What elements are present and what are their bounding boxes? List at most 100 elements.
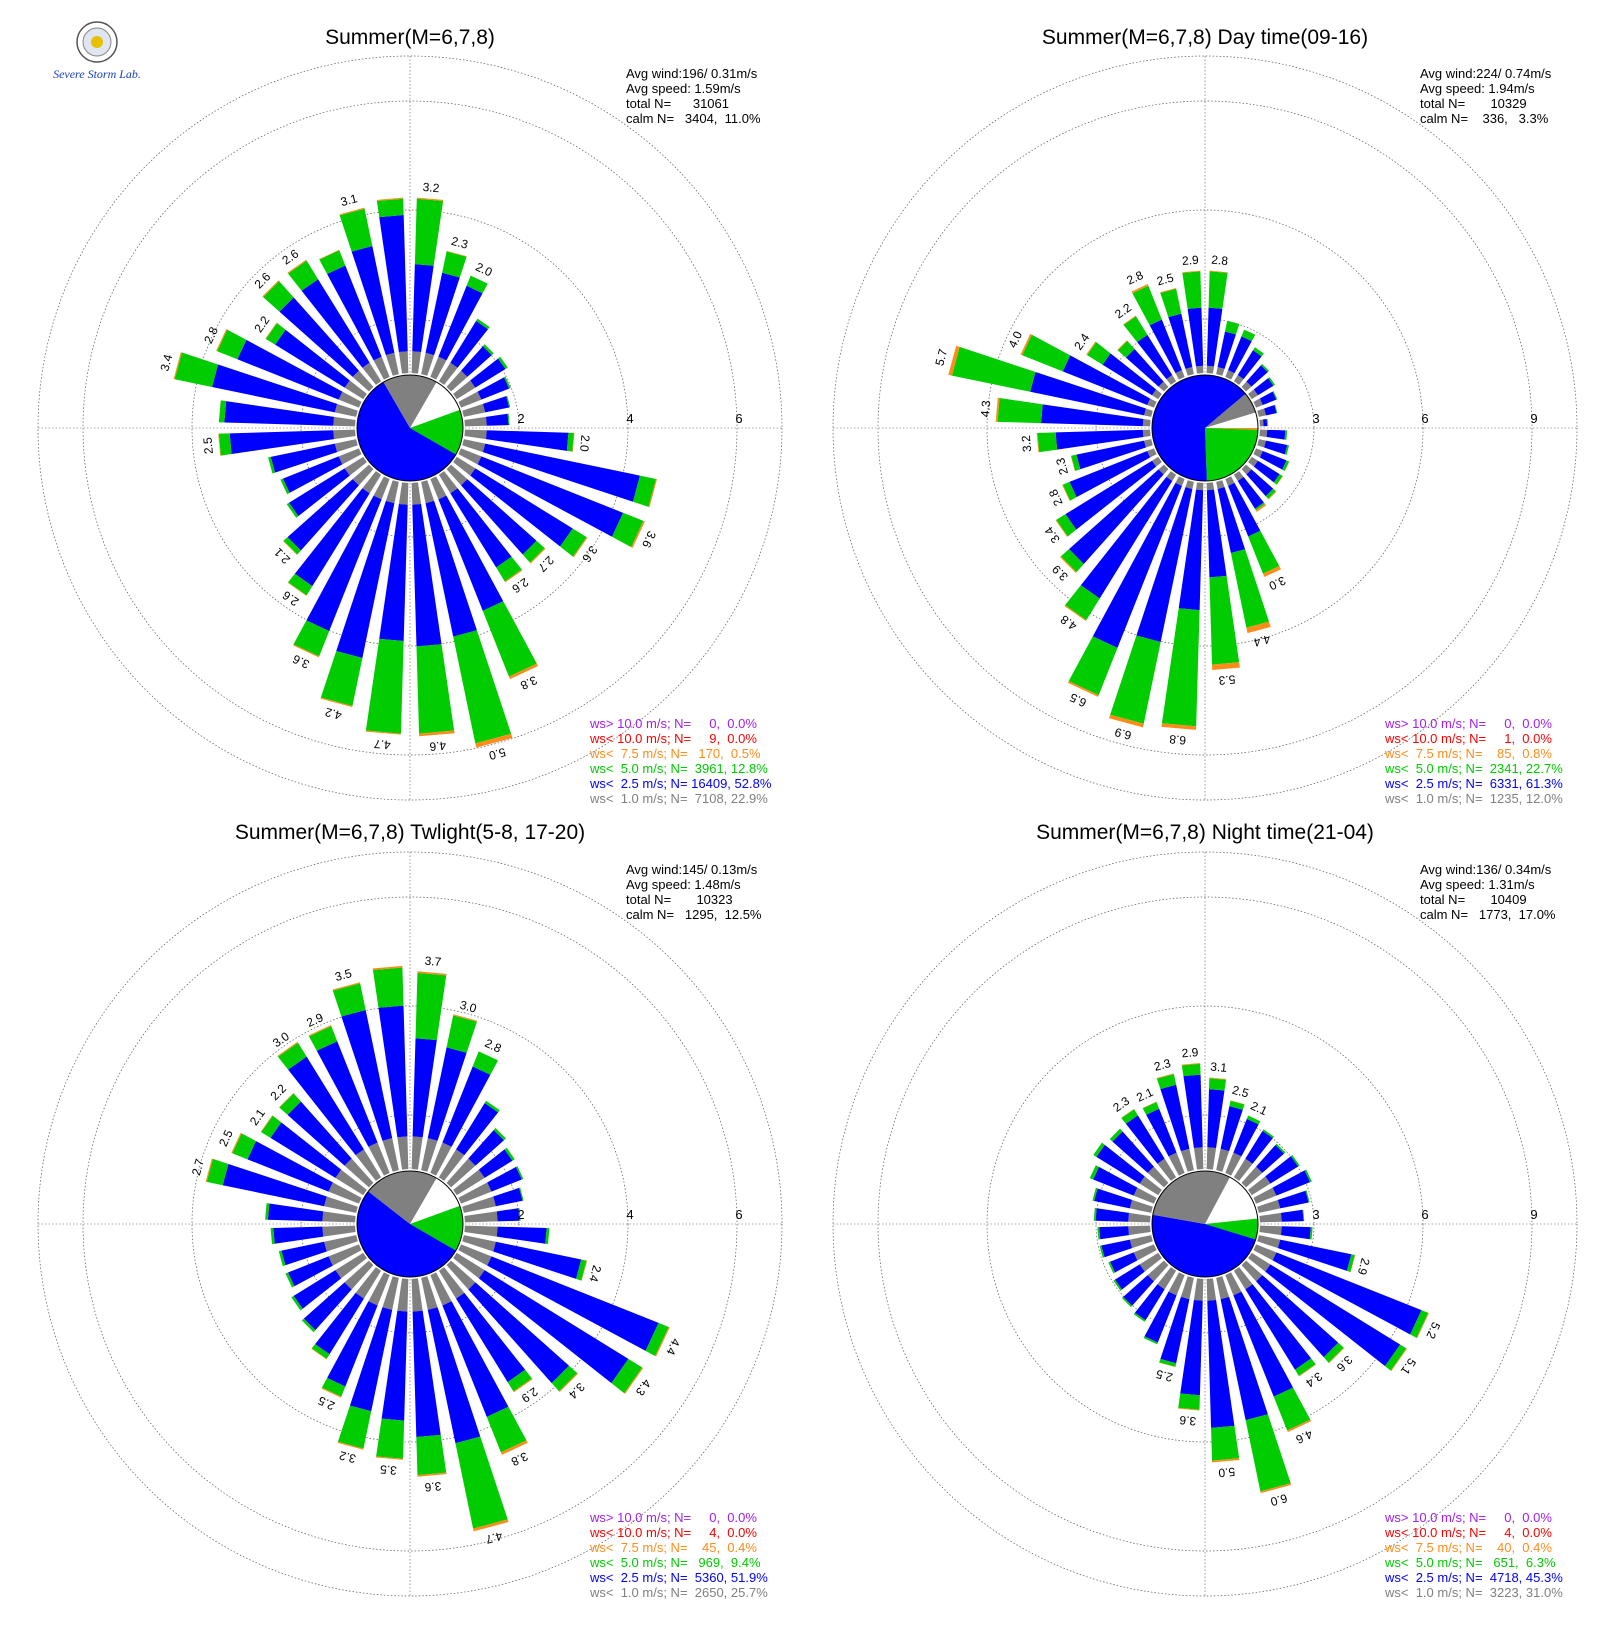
bar-segment	[1080, 476, 1173, 599]
bar-segment	[355, 1267, 382, 1299]
stats-line: Avg wind:196/ 0.31m/s	[626, 66, 758, 81]
bar-segment	[1068, 636, 1118, 696]
bar-segment	[1265, 1156, 1299, 1184]
bar-segment	[265, 1203, 270, 1220]
legend-entry: ws< 5.0 m/s; N= 969, 9.4%	[589, 1555, 761, 1570]
bar-segment	[376, 197, 404, 202]
bar-segment	[1125, 1115, 1165, 1164]
bar-segment	[504, 376, 511, 389]
bar-segment	[324, 1235, 358, 1252]
bar-segment	[1099, 1226, 1130, 1240]
ring-label: 9	[1530, 1207, 1537, 1222]
bar-segment	[632, 475, 656, 507]
bar-value-label: 2.5	[1155, 270, 1175, 288]
bar-segment	[283, 537, 301, 555]
bar-segment	[373, 356, 390, 380]
bar-segment	[611, 512, 644, 548]
bar-segment	[1062, 355, 1151, 405]
bar-segment	[263, 281, 294, 312]
bar-segment	[1257, 439, 1266, 448]
bar-segment	[381, 1310, 408, 1421]
bar-segment	[352, 370, 374, 392]
bar-segment	[311, 1344, 330, 1359]
calm-pie-slice	[383, 375, 437, 428]
bar-value-label: 2.0	[577, 434, 592, 452]
bar-segment	[997, 398, 1043, 424]
bar-segment	[1160, 1296, 1190, 1364]
bar-segment	[482, 601, 537, 677]
bar-value-label: 2.8	[1046, 487, 1066, 508]
bar-segment	[1093, 1207, 1097, 1221]
bar-segment	[1276, 475, 1284, 485]
bar-segment	[1248, 530, 1280, 574]
bar-segment	[1147, 398, 1157, 408]
bar-value-label: 2.5	[316, 1393, 337, 1413]
bar-segment	[415, 972, 447, 1041]
ring-label: 2	[517, 411, 524, 426]
bar-segment	[1225, 370, 1235, 380]
bar-segment	[1416, 1312, 1429, 1339]
bar-segment	[453, 630, 512, 744]
bar-segment	[430, 1272, 452, 1306]
bar-segment	[461, 346, 492, 377]
bar-segment	[273, 1226, 324, 1244]
bar-segment	[275, 329, 350, 388]
bar-segment	[558, 1372, 579, 1393]
bar-segment	[1076, 440, 1146, 470]
stats-line: Avg speed: 1.48m/s	[626, 877, 741, 892]
bar-segment	[1160, 288, 1177, 293]
bar-segment	[1390, 1348, 1407, 1372]
bar-segment	[1168, 1272, 1185, 1296]
bar-segment	[1282, 460, 1290, 471]
bar-segment	[1147, 1166, 1169, 1188]
bar-segment	[458, 448, 482, 465]
bar-value-label: 2.1	[1248, 1098, 1269, 1118]
bar-value-label: 3.8	[509, 1449, 530, 1469]
bar-segment	[1253, 460, 1280, 483]
bar-segment	[513, 1378, 533, 1393]
bar-value-label: 2.8	[1211, 253, 1229, 268]
bar-segment	[1284, 430, 1288, 440]
calm-circle	[1151, 374, 1259, 482]
bar-segment	[341, 1010, 393, 1141]
wind-rose-panel-1: 2 4 63.22.32.02.03.63.62.72.63.85.04.64.74…	[37, 26, 783, 806]
bar-segment	[472, 1051, 499, 1075]
bar-segment	[475, 733, 513, 748]
bar-segment	[212, 364, 338, 413]
outer-ring	[832, 851, 1578, 1597]
bar-segment	[1207, 1299, 1235, 1428]
bar-value-label: 6.0	[1269, 1491, 1289, 1509]
ring-label: 4	[626, 411, 633, 426]
bar-segment	[1149, 319, 1182, 374]
bar-segment	[1252, 347, 1264, 357]
legend-entry: ws< 7.5 m/s; N= 40, 0.4%	[1384, 1540, 1552, 1555]
bar-segment	[287, 259, 307, 274]
bar-segment	[1233, 1291, 1294, 1397]
bar-segment	[222, 1163, 327, 1207]
bar-value-label: 3.6	[639, 529, 659, 550]
bar-segment	[1253, 1187, 1277, 1204]
ring-label: 6	[735, 411, 742, 426]
bar-value-label: 2.2	[1112, 300, 1134, 321]
legend-entry: ws< 10.0 m/s; N= 1, 0.0%	[1384, 731, 1552, 746]
bar-segment	[1144, 439, 1153, 448]
bar-segment	[206, 1158, 229, 1186]
bar-segment	[270, 443, 338, 473]
legend-entry: ws< 7.5 m/s; N= 85, 0.8%	[1384, 746, 1552, 761]
calm-pie-slice	[1205, 393, 1256, 428]
bar-value-label: 4.4	[1252, 632, 1272, 650]
bar-segment	[486, 1406, 527, 1453]
bar-segment	[397, 1136, 409, 1170]
bar-segment	[382, 1138, 399, 1172]
bar-segment	[1181, 1063, 1201, 1077]
bar-segment	[398, 351, 409, 374]
bar-segment	[333, 429, 356, 440]
bar-segment	[456, 1103, 499, 1156]
bar-segment	[1212, 1458, 1240, 1463]
bar-segment	[1212, 662, 1240, 671]
bar-segment	[1254, 502, 1265, 511]
ring-label: 4	[626, 1207, 633, 1222]
bar-value-label: 4.6	[1293, 1427, 1314, 1447]
bar-segment	[365, 638, 404, 734]
bar-segment	[421, 480, 435, 504]
